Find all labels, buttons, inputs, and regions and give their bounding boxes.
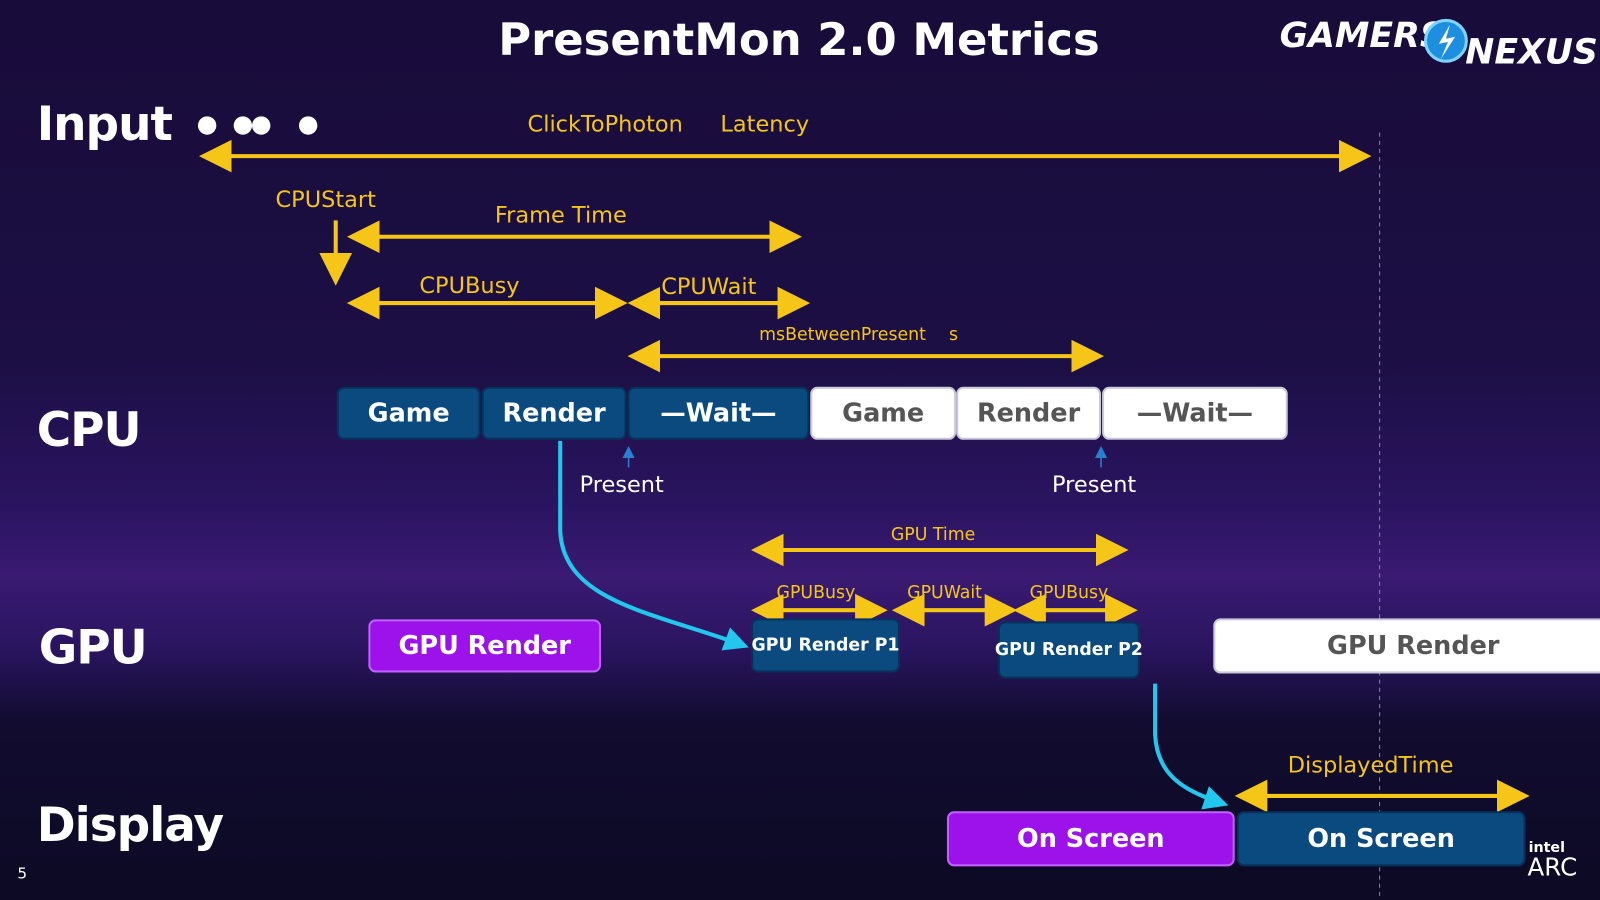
label-latency: Latency xyxy=(720,112,809,138)
display-block-1: On Screen xyxy=(946,811,1235,867)
display-block-rect xyxy=(946,811,1235,867)
cpu-block-label: —Wait— xyxy=(1137,398,1253,428)
cpu-block-2: Render xyxy=(481,386,627,440)
cpu-block-4: Game xyxy=(810,386,957,440)
label-cpu-busy: CPUBusy xyxy=(419,273,519,299)
label-frame-time: Frame Time xyxy=(495,202,627,228)
label-ms-between-presents: msBetweenPresent xyxy=(759,325,926,345)
intel-arc-logo: intel ARC xyxy=(1528,840,1578,881)
svg-text:intel: intel xyxy=(1529,840,1565,856)
row-label-display: Display xyxy=(37,798,224,853)
cpu-block-label: Render xyxy=(977,398,1081,428)
flow-arrow-cpu-to-gpu xyxy=(558,440,749,651)
label-cpu-start: CPUStart xyxy=(276,187,377,213)
label-gpu-wait: GPUWait xyxy=(907,583,982,603)
gamers-nexus-logo: GAMERS NEXUS xyxy=(1280,16,1598,72)
label-ms-between-presents-suffix: s xyxy=(949,325,958,345)
cpu-block-rect xyxy=(336,386,481,440)
display-block-rect xyxy=(1236,811,1526,867)
gpu-block-rect xyxy=(997,621,1140,679)
cpu-block-3: —Wait— xyxy=(627,386,810,440)
gpu-block-1: GPU Render xyxy=(368,619,602,673)
svg-text:ARC: ARC xyxy=(1528,853,1578,882)
cpu-block-1: Game xyxy=(336,386,481,440)
gpu-block-label: GPU Render P1 xyxy=(752,635,900,655)
cpu-block-rect xyxy=(481,386,627,440)
label-gpu-busy-2: GPUBusy xyxy=(1030,583,1109,603)
display-block-2: On Screen xyxy=(1236,811,1526,867)
gpu-block-rect xyxy=(368,619,602,673)
cpu-block-label: —Wait— xyxy=(660,398,776,428)
cpu-block-label: Game xyxy=(842,398,924,428)
present-label-1: Present xyxy=(580,472,664,498)
gpu-block-label: GPU Render xyxy=(1327,631,1500,661)
cpu-block-rect xyxy=(1102,386,1288,440)
row-label-gpu: GPU xyxy=(39,620,147,675)
gpu-block-rect xyxy=(1213,618,1600,674)
slide-number: 5 xyxy=(17,865,27,883)
display-timeline: On Screen On Screen xyxy=(946,811,1526,867)
gpu-block-rect xyxy=(751,618,900,673)
display-block-label: On Screen xyxy=(1017,824,1165,854)
cpu-block-rect xyxy=(627,386,810,440)
flow-arrow-gpu-to-display xyxy=(1153,683,1229,810)
gpu-timeline: GPU Render GPU Render P1 GPU Render P2 GPU … xyxy=(368,618,1600,679)
gpu-block-2: GPU Render P1 xyxy=(751,618,900,673)
cpu-block-rect xyxy=(956,386,1102,440)
cpu-block-label: Render xyxy=(502,398,606,428)
gpu-block-label: GPU Render P2 xyxy=(995,640,1143,660)
page-title: PresentMon 2.0 Metrics xyxy=(498,13,1100,66)
display-block-label: On Screen xyxy=(1307,824,1455,854)
row-label-cpu: CPU xyxy=(37,403,141,458)
svg-text:GAMERS: GAMERS xyxy=(1280,16,1445,56)
cpu-block-6: —Wait— xyxy=(1102,386,1288,440)
label-click-to-photon: ClickToPhoton xyxy=(528,112,683,138)
label-cpu-wait: CPUWait xyxy=(661,274,756,300)
gpu-block-4: GPU Render xyxy=(1213,618,1600,674)
svg-text:NEXUS: NEXUS xyxy=(1465,32,1598,72)
cpu-block-5: Render xyxy=(956,386,1102,440)
label-displayed-time: DisplayedTime xyxy=(1288,752,1454,778)
input-events xyxy=(197,116,318,135)
label-gpu-busy-1: GPUBusy xyxy=(777,583,856,603)
cpu-timeline: Game Render —Wait— Game Render —Wait— xyxy=(336,386,1288,440)
cpu-block-label: Game xyxy=(368,398,450,428)
row-label-input: Input xyxy=(37,97,173,152)
label-gpu-time: GPU Time xyxy=(891,525,975,545)
present-label-2: Present xyxy=(1052,472,1136,498)
cpu-block-rect xyxy=(810,386,957,440)
gpu-block-label: GPU Render xyxy=(398,631,571,661)
gpu-block-3: GPU Render P2 xyxy=(995,621,1143,679)
